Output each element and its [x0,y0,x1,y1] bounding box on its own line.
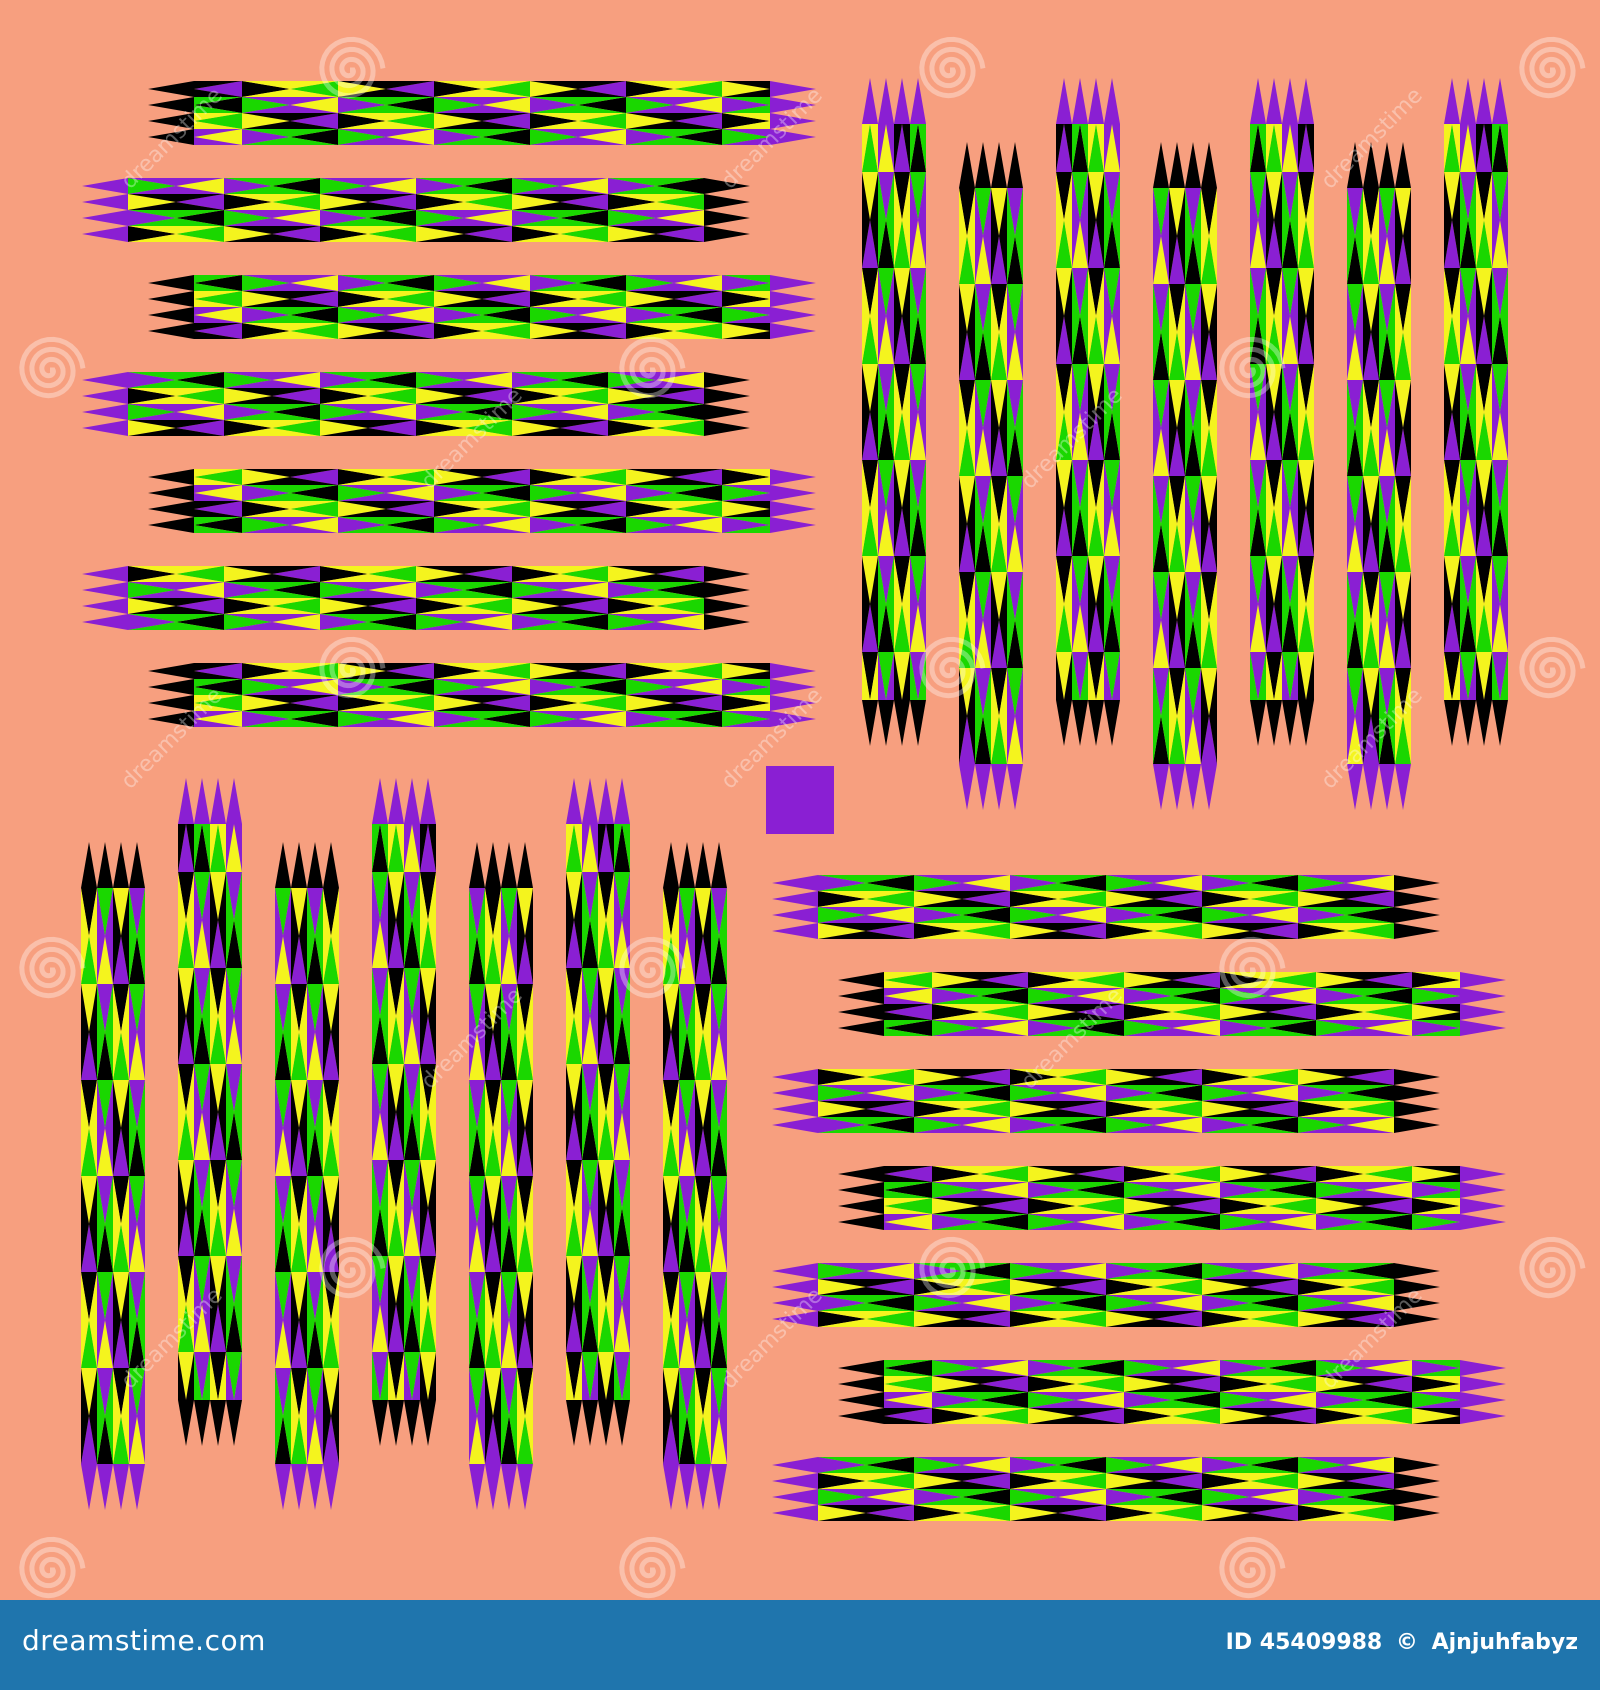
spiral-icon [19,1536,86,1599]
horizontal-strip [772,875,1440,939]
vertical-strip [1347,142,1411,810]
spiral-icon [919,36,986,99]
spiral-icon [319,36,386,99]
vertical-strip [469,842,533,1510]
spiral-icon [1219,1536,1286,1599]
vertical-strip [1444,78,1508,746]
horizontal-strip [148,663,816,727]
spiral-icon [619,936,686,999]
copyright-icon: © [1395,1630,1418,1655]
id-value: 45409988 [1259,1630,1383,1655]
spiral-icon [19,936,86,999]
image-id-credit: ID 45409988 © Ajnjuhfabyz [1226,1630,1578,1655]
horizontal-strip [148,469,816,533]
vertical-strip [81,842,145,1510]
vertical-strip [1056,78,1120,746]
horizontal-strip [82,372,750,436]
stock-footer-bar: dreamstime.com ID 45409988 © Ajnjuhfabyz [0,1600,1600,1690]
vertical-strip [663,842,727,1510]
horizontal-strip [772,1457,1440,1521]
brand-label: dreamstime.com [22,1624,266,1657]
vertical-strip [1250,78,1314,746]
horizontal-strip [82,566,750,630]
spiral-icon [319,1236,386,1299]
spiral-icon [1219,936,1286,999]
purple-square-icon [766,766,834,834]
vertical-strip [959,142,1023,810]
spiral-icon [919,1236,986,1299]
vertical-strip [862,78,926,746]
spiral-icon [619,336,686,399]
horizontal-strip [838,1166,1506,1230]
spiral-icon [919,636,986,699]
vertical-strip [1153,142,1217,810]
vertical-strip [178,778,242,1446]
author-name: Ajnjuhfabyz [1431,1630,1578,1655]
horizontal-strip [838,1360,1506,1424]
vertical-strip [275,842,339,1510]
horizontal-strip [148,275,816,339]
spiral-icon [1519,36,1586,99]
spiral-icon [619,1536,686,1599]
zigzag-strips [81,78,1508,1521]
optical-illusion-artwork: dreamstime dreamstime dreamstimedreamstime… [19,36,1586,1599]
spiral-icon [1519,1236,1586,1299]
id-label: ID [1225,1630,1253,1655]
vertical-strip [566,778,630,1446]
vertical-strip [372,778,436,1446]
horizontal-strip [838,972,1506,1036]
spiral-icon [1519,636,1586,699]
horizontal-strip [772,1263,1440,1327]
horizontal-strip [148,81,816,145]
horizontal-strip [772,1069,1440,1133]
horizontal-strip [82,178,750,242]
spiral-icon [19,336,86,399]
spiral-icon [319,636,386,699]
spiral-icon [1219,336,1286,399]
